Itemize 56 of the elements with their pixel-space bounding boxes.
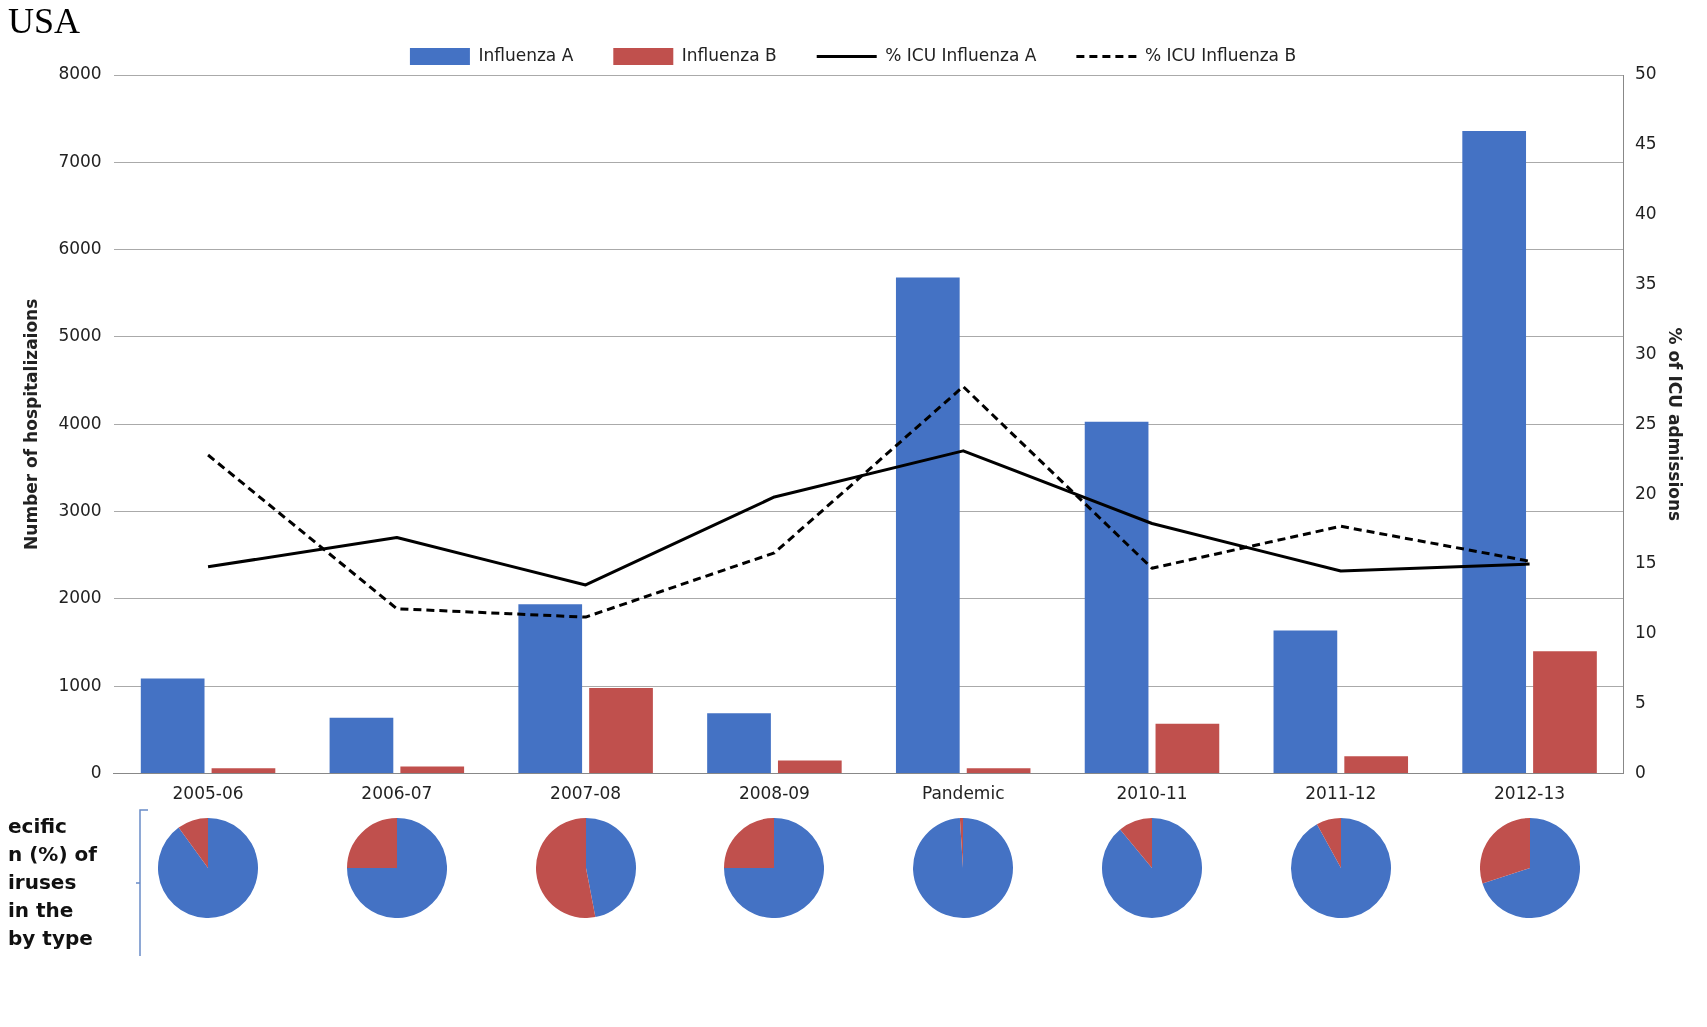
legend-label: Influenza A	[478, 44, 574, 65]
bar	[589, 688, 653, 774]
y-tick-label: 5000	[58, 325, 102, 346]
bar	[1344, 756, 1409, 774]
y-tick-label: 4000	[58, 412, 102, 433]
x-tick-label: 2005-06	[172, 783, 244, 804]
y2-tick-label: 0	[1634, 762, 1646, 783]
y2-tick-label: 40	[1634, 203, 1657, 224]
x-tick-label: 2012-13	[1494, 783, 1566, 804]
bar	[1533, 651, 1597, 774]
y-tick-label: 2000	[58, 587, 102, 608]
text: iruses	[8, 869, 78, 896]
x-tick-label: 2008-09	[738, 783, 810, 804]
bar	[1462, 130, 1527, 774]
y2-axis-title: % of ICU admissions	[1665, 327, 1686, 522]
legend-label: Influenza B	[681, 44, 777, 65]
bar	[329, 717, 394, 774]
text: by type	[8, 925, 94, 952]
x-tick-label: 2006-07	[361, 783, 433, 804]
bar	[518, 604, 583, 774]
x-tick-label: 2010-11	[1116, 783, 1188, 804]
y2-tick-label: 25	[1634, 412, 1657, 433]
y-tick-label: 7000	[58, 150, 102, 171]
text: in the	[8, 897, 75, 924]
legend-label: % ICU Influenza A	[885, 44, 1037, 65]
text: ecific	[8, 813, 68, 840]
y2-tick-label: 45	[1634, 133, 1657, 154]
bar	[707, 713, 771, 774]
y2-tick-label: 35	[1634, 273, 1657, 293]
y2-tick-label: 15	[1634, 552, 1657, 573]
bar	[211, 768, 276, 774]
y2-tick-label: 10	[1634, 622, 1657, 643]
x-tick-label: 2007-08	[550, 783, 622, 804]
bar	[777, 760, 842, 774]
bar	[1084, 421, 1149, 774]
y-tick-label: 1000	[58, 674, 102, 695]
x-tick-label: Pandemic	[921, 783, 1005, 804]
y2-tick-label: 30	[1634, 342, 1657, 363]
legend-label: % ICU Influenza B	[1144, 44, 1297, 65]
y2-tick-label: 20	[1634, 482, 1657, 503]
bar	[966, 768, 1031, 774]
bar	[1273, 630, 1338, 774]
y-axis-title: Number of hospitalizaions	[20, 298, 41, 550]
y-tick-label: 6000	[58, 238, 102, 259]
chart-title: USA	[8, 0, 81, 42]
y-tick-label: 0	[90, 762, 102, 783]
text: n (%) of	[8, 841, 97, 868]
x-tick-label: 2011-12	[1305, 783, 1377, 804]
y-tick-label: 3000	[58, 500, 102, 521]
y2-tick-label: 5	[1634, 692, 1646, 713]
y2-tick-label: 50	[1634, 63, 1657, 84]
bar	[400, 766, 465, 774]
bar	[895, 277, 960, 774]
y-tick-label: 8000	[58, 63, 102, 84]
bar	[140, 678, 205, 774]
bar	[1155, 723, 1220, 774]
